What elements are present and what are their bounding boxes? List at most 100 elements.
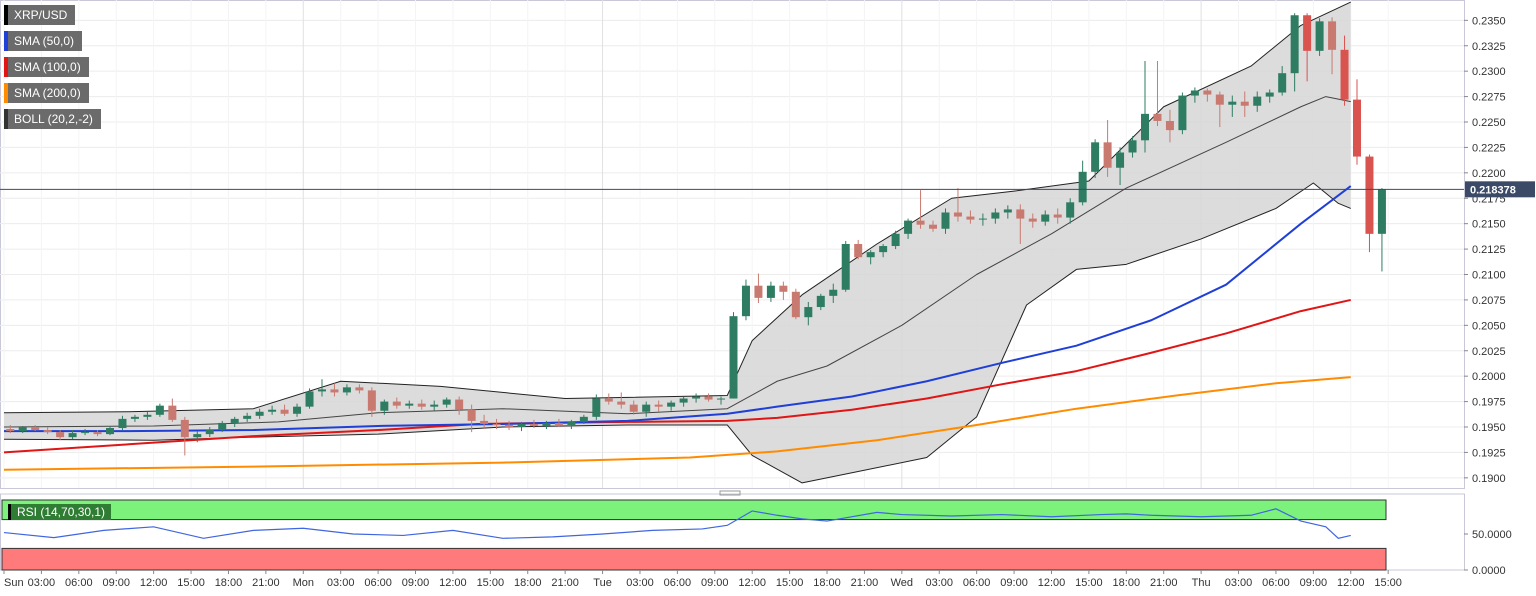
- candle-body: [766, 285, 775, 298]
- time-tick-label: 18:00: [215, 577, 243, 589]
- candle-body: [741, 285, 750, 317]
- legend-rsi[interactable]: RSI (14,70,30,1): [8, 504, 112, 520]
- time-tick-label: 06:00: [65, 577, 93, 589]
- current-price-label: 0.218378: [1470, 184, 1516, 196]
- candle-body: [205, 430, 214, 435]
- time-tick-label: 09:00: [402, 577, 430, 589]
- candle-body: [1041, 214, 1050, 222]
- candle-body: [355, 387, 364, 391]
- legend-sma100-label: SMA (100,0): [14, 60, 81, 74]
- time-tick-label: 03:00: [626, 577, 654, 589]
- time-tick-label: 18:00: [813, 577, 841, 589]
- candle-body: [1066, 202, 1075, 218]
- candle-body: [505, 424, 514, 427]
- candle-body: [1091, 142, 1100, 172]
- time-tick-label: Wed: [891, 577, 913, 589]
- candle-body: [1078, 171, 1087, 203]
- time-tick-label: 06:00: [664, 577, 692, 589]
- price-tick-label: 0.1925: [1472, 447, 1506, 459]
- candle-body: [293, 406, 302, 414]
- time-tick-label: 15:00: [477, 577, 505, 589]
- candle-body: [68, 433, 77, 438]
- candle-body: [467, 409, 476, 421]
- candle-body: [804, 307, 813, 318]
- time-tick-label: 18:00: [514, 577, 542, 589]
- rsi-tick-label: 0.0000: [1472, 565, 1506, 577]
- candle-body: [1165, 120, 1174, 131]
- price-tick-label: 0.2100: [1472, 270, 1506, 282]
- price-tick-label: 0.1975: [1472, 397, 1506, 409]
- candle-body: [193, 434, 202, 438]
- legend-sma50[interactable]: SMA (50,0): [4, 31, 83, 51]
- price-tick-label: 0.2000: [1472, 371, 1506, 383]
- candle-body: [1215, 94, 1224, 105]
- legend-sma100[interactable]: SMA (100,0): [4, 57, 89, 77]
- candle-body: [704, 396, 713, 400]
- price-tick-label: 0.2275: [1472, 92, 1506, 104]
- candle-body: [168, 405, 177, 420]
- candle-body: [929, 224, 938, 229]
- candle-body: [1340, 49, 1349, 100]
- price-tick-label: 0.2200: [1472, 168, 1506, 180]
- candle-body: [218, 422, 227, 431]
- candle-body: [1190, 90, 1199, 96]
- boll-fill: [4, 2, 1351, 483]
- candle-body: [891, 233, 900, 247]
- current-price-tag: [1465, 181, 1535, 198]
- candle-body: [729, 316, 738, 399]
- candle-body: [392, 401, 401, 406]
- candle-body: [717, 398, 726, 400]
- candle-body: [143, 414, 152, 417]
- candle-body: [592, 398, 601, 417]
- candle-body: [1116, 152, 1125, 168]
- candle-body: [1278, 73, 1287, 93]
- candlesticks: [6, 13, 1386, 456]
- candle-body: [692, 396, 701, 399]
- candle-body: [81, 432, 90, 434]
- rsi-tick-label: 50.0000: [1472, 529, 1512, 541]
- time-tick-label: 21:00: [252, 577, 280, 589]
- candle-body: [480, 420, 489, 424]
- candle-body: [642, 404, 651, 412]
- candle-body: [255, 411, 264, 416]
- candle-body: [542, 422, 551, 426]
- candle-body: [268, 409, 277, 412]
- candle-body: [442, 399, 451, 405]
- candle-body: [1253, 96, 1262, 106]
- candle-body: [991, 212, 1000, 219]
- candle-body: [1203, 90, 1212, 95]
- legend-sma200[interactable]: SMA (200,0): [4, 83, 89, 103]
- time-tick-label: 03:00: [327, 577, 355, 589]
- candle-body: [180, 419, 189, 438]
- price-tick-label: 0.2350: [1472, 15, 1506, 27]
- candle-body: [1128, 140, 1137, 153]
- candle-body: [492, 423, 501, 425]
- candle-body: [554, 422, 563, 425]
- time-tick-label: 18:00: [1113, 577, 1141, 589]
- candle-body: [330, 389, 339, 393]
- candle-body: [579, 416, 588, 422]
- candle-body: [904, 220, 913, 234]
- candle-body: [654, 404, 663, 407]
- time-tick-label: Mon: [293, 577, 314, 589]
- legend-boll[interactable]: BOLL (20,2,-2): [4, 109, 101, 129]
- candle-body: [405, 403, 414, 406]
- candle-body: [18, 427, 27, 432]
- candle-body: [43, 430, 52, 433]
- price-tick-label: 0.2325: [1472, 41, 1506, 53]
- candle-body: [966, 216, 975, 220]
- time-tick-label: 03:00: [925, 577, 953, 589]
- time-tick-label: 12:00: [1337, 577, 1365, 589]
- candle-body: [517, 423, 526, 427]
- candle-body: [1178, 95, 1187, 131]
- candle-body: [829, 289, 838, 296]
- candle-body: [6, 429, 15, 432]
- price-tick-label: 0.2250: [1472, 117, 1506, 129]
- time-tick-label: 06:00: [364, 577, 392, 589]
- candle-body: [380, 401, 389, 411]
- candle-body: [317, 389, 326, 392]
- legend-symbol[interactable]: XRP/USD: [4, 5, 76, 25]
- current-price-line: 0.218378: [0, 181, 1535, 198]
- rsi-panel: 50.0000 0.0000: [0, 490, 1512, 577]
- candle-body: [854, 244, 863, 258]
